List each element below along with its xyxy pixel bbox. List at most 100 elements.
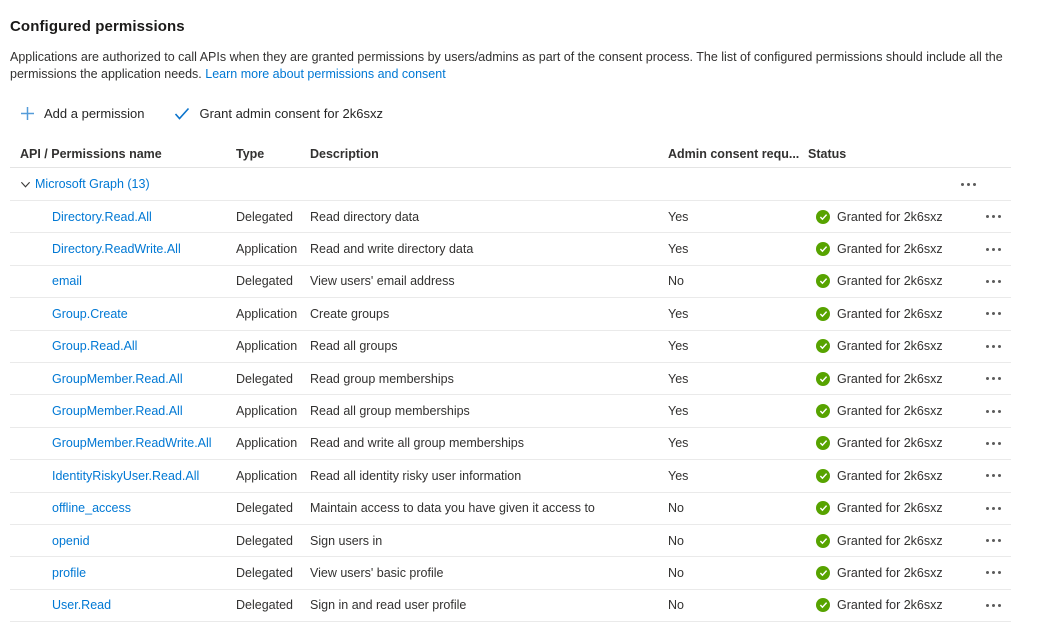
table-row: email Delegated View users' email addres…	[10, 266, 1011, 299]
more-options-button[interactable]	[982, 404, 1005, 419]
status-badge: Granted for 2k6sxz	[808, 533, 975, 548]
admin-consent-required: Yes	[668, 242, 689, 257]
add-permission-button[interactable]: Add a permission	[18, 102, 146, 125]
table-row: GroupMember.Read.All Application Read al…	[10, 395, 1011, 428]
granted-check-icon	[816, 468, 830, 483]
api-group-row[interactable]: Microsoft Graph (13)	[10, 168, 1011, 201]
status-text: Granted for 2k6sxz	[837, 209, 943, 224]
status-text: Granted for 2k6sxz	[837, 404, 943, 419]
permission-name-link[interactable]: GroupMember.Read.All	[52, 404, 183, 419]
permission-name-link[interactable]: User.Read	[52, 598, 112, 613]
page-title: Configured permissions	[10, 18, 185, 35]
granted-check-icon	[816, 339, 830, 354]
permission-description: Read all identity risky user information	[310, 468, 522, 483]
permission-description: Read all group memberships	[310, 404, 470, 419]
permission-name-link[interactable]: openid	[52, 533, 90, 548]
checkmark-icon	[174, 107, 190, 120]
granted-check-icon	[816, 436, 830, 451]
permission-type: Delegated	[236, 501, 293, 516]
permission-description: Read and write all group memberships	[310, 436, 524, 451]
admin-consent-required: Yes	[668, 371, 689, 386]
more-options-button[interactable]	[982, 306, 1005, 321]
table-row: Directory.Read.All Delegated Read direct…	[10, 201, 1011, 234]
granted-check-icon	[816, 242, 830, 257]
more-options-button[interactable]	[982, 242, 1005, 257]
more-options-button[interactable]	[982, 436, 1005, 451]
permission-description: Read all groups	[310, 339, 398, 354]
status-badge: Granted for 2k6sxz	[808, 436, 975, 451]
permission-description: Read and write directory data	[310, 242, 474, 257]
column-header-type: Type	[236, 147, 265, 161]
more-options-button[interactable]	[982, 565, 1005, 580]
table-row: offline_access Delegated Maintain access…	[10, 493, 1011, 525]
add-permission-label: Add a permission	[44, 106, 145, 121]
status-text: Granted for 2k6sxz	[837, 339, 943, 354]
permission-description: Sign in and read user profile	[310, 598, 467, 613]
granted-check-icon	[816, 274, 830, 289]
column-header-admin-consent: Admin consent requ...	[668, 147, 800, 161]
status-text: Granted for 2k6sxz	[837, 306, 943, 321]
permission-name-link[interactable]: IdentityRiskyUser.Read.All	[52, 468, 200, 483]
granted-check-icon	[816, 598, 830, 613]
admin-consent-required: No	[668, 501, 684, 516]
status-text: Granted for 2k6sxz	[837, 242, 943, 257]
status-badge: Granted for 2k6sxz	[808, 306, 975, 321]
permission-name-link[interactable]: profile	[52, 565, 87, 580]
more-options-button[interactable]	[982, 274, 1005, 289]
permission-type: Application	[236, 339, 298, 354]
granted-check-icon	[816, 501, 830, 516]
description-text: Applications are authorized to call APIs…	[10, 50, 1003, 81]
table-row: openid Delegated Sign users in No Grante…	[10, 525, 1011, 558]
permission-description: Read directory data	[310, 209, 420, 224]
api-group-link[interactable]: Microsoft Graph (13)	[35, 177, 150, 191]
permission-type: Application	[236, 306, 298, 321]
permission-type: Delegated	[236, 209, 293, 224]
more-options-button[interactable]	[982, 371, 1005, 386]
table-row: Group.Create Application Create groups Y…	[10, 298, 1011, 331]
table-row: GroupMember.ReadWrite.All Application Re…	[10, 428, 1011, 461]
more-options-button[interactable]	[982, 339, 1005, 354]
permission-name-link[interactable]: Directory.Read.All	[52, 209, 152, 224]
status-badge: Granted for 2k6sxz	[808, 209, 975, 224]
permission-description: Sign users in	[310, 533, 383, 548]
admin-consent-required: No	[668, 598, 684, 613]
permission-name-link[interactable]: offline_access	[52, 501, 131, 516]
granted-check-icon	[816, 371, 830, 386]
status-badge: Granted for 2k6sxz	[808, 274, 975, 289]
admin-consent-required: Yes	[668, 209, 689, 224]
permission-name-link[interactable]: Group.Read.All	[52, 339, 138, 354]
granted-check-icon	[816, 533, 830, 548]
status-badge: Granted for 2k6sxz	[808, 339, 975, 354]
permission-name-link[interactable]: Directory.ReadWrite.All	[52, 242, 181, 257]
permission-type: Delegated	[236, 274, 293, 289]
table-row: IdentityRiskyUser.Read.All Application R…	[10, 460, 1011, 493]
more-options-button[interactable]	[957, 177, 980, 192]
permission-type: Delegated	[236, 371, 293, 386]
more-options-button[interactable]	[982, 209, 1005, 224]
permission-name-link[interactable]: email	[52, 274, 82, 289]
permission-name-link[interactable]: Group.Create	[52, 306, 128, 321]
table-row: Directory.ReadWrite.All Application Read…	[10, 233, 1011, 266]
admin-consent-required: Yes	[668, 468, 689, 483]
permission-name-link[interactable]: GroupMember.ReadWrite.All	[52, 436, 212, 451]
more-options-button[interactable]	[982, 468, 1005, 483]
grant-admin-consent-button[interactable]: Grant admin consent for 2k6sxz	[172, 102, 385, 125]
more-options-button[interactable]	[982, 598, 1005, 613]
column-header-status: Status	[808, 147, 847, 161]
status-badge: Granted for 2k6sxz	[808, 242, 975, 257]
learn-more-link[interactable]: Learn more about permissions and consent	[205, 66, 446, 81]
more-options-button[interactable]	[982, 501, 1005, 516]
more-options-button[interactable]	[982, 533, 1005, 548]
permission-type: Application	[236, 242, 298, 257]
table-row: GroupMember.Read.All Delegated Read grou…	[10, 363, 1011, 396]
status-badge: Granted for 2k6sxz	[808, 371, 975, 386]
granted-check-icon	[816, 404, 830, 419]
status-badge: Granted for 2k6sxz	[808, 501, 975, 516]
chevron-down-icon[interactable]	[20, 179, 31, 190]
page-description: Applications are authorized to call APIs…	[10, 49, 1012, 82]
status-text: Granted for 2k6sxz	[837, 565, 943, 580]
admin-consent-required: No	[668, 533, 684, 548]
column-header-api-permissions-name: API / Permissions name	[20, 147, 162, 161]
permission-name-link[interactable]: GroupMember.Read.All	[52, 371, 183, 386]
